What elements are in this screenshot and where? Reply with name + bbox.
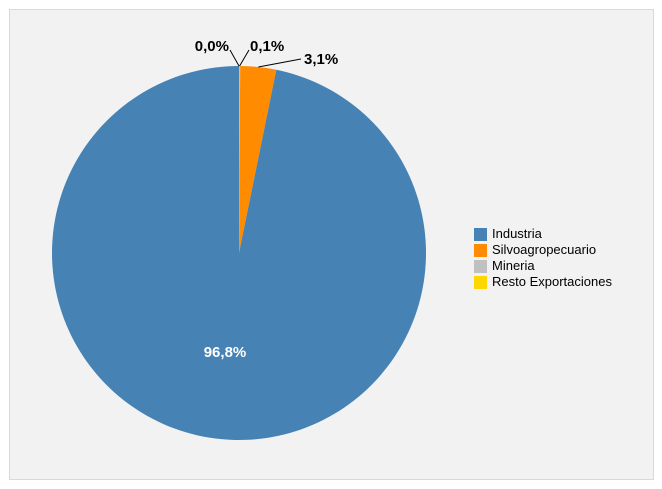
legend-item-resto-exportaciones: Resto Exportaciones: [474, 274, 612, 290]
legend-swatch: [474, 243, 487, 257]
legend-label: Industria: [492, 226, 542, 241]
pie-slice-industria: [52, 66, 427, 441]
leader-line: [258, 58, 302, 68]
legend-swatch: [474, 227, 487, 241]
legend-label: Silvoagropecuario: [492, 242, 597, 257]
legend-swatch: [474, 259, 487, 273]
legend-item-silvoagropecuario: Silvoagropecuario: [474, 242, 612, 258]
legend-item-industria: Industria: [474, 226, 612, 242]
leader-line: [229, 49, 240, 67]
data-label: 3,1%: [304, 51, 338, 68]
legend-swatch: [474, 275, 487, 289]
pie-slice-mineria: [239, 66, 241, 253]
data-label: 0,0%: [195, 38, 229, 55]
leader-line: [239, 49, 250, 67]
data-label: 0,1%: [250, 38, 284, 55]
data-label: 96,8%: [204, 344, 247, 361]
pie-slice-silvoagropecuario: [239, 66, 277, 253]
legend-item-mineria: Mineria: [474, 258, 612, 274]
chart-legend: Industria Silvoagropecuario Mineria Rest…: [474, 226, 612, 290]
legend-label: Resto Exportaciones: [492, 274, 612, 289]
legend-label: Mineria: [492, 258, 535, 273]
